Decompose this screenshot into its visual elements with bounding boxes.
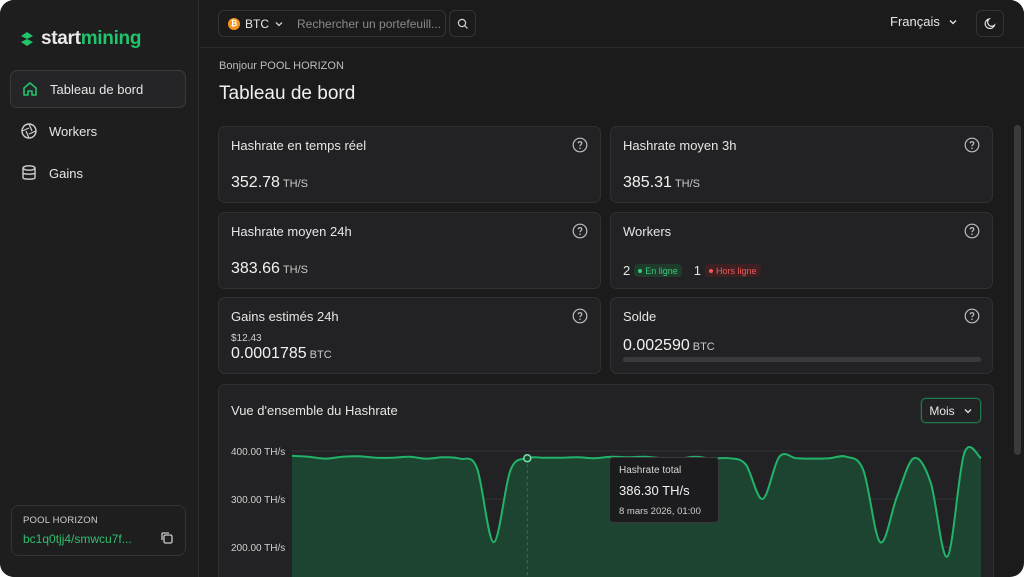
theme-toggle-button[interactable] [976, 10, 1004, 37]
help-icon[interactable] [964, 137, 980, 153]
coin-selector[interactable]: ₿ BTC [218, 10, 292, 37]
language-selector[interactable]: Français [890, 14, 958, 29]
sidebar-item-label: Tableau de bord [50, 81, 144, 97]
help-icon[interactable] [572, 308, 588, 324]
series-line [291, 446, 982, 558]
brand-name: startmining [41, 28, 142, 49]
search-icon [457, 18, 468, 29]
y-tick-label: 300.00 TH/s [231, 495, 285, 506]
greeting: Bonjour POOL HORIZON [219, 60, 344, 72]
home-icon [23, 82, 37, 96]
chevron-down-icon [275, 21, 283, 26]
chart-title: Vue d'ensemble du Hashrate [231, 403, 398, 418]
brand-logo[interactable]: startmining [17, 28, 141, 50]
earnings-usd: $12.43 [231, 333, 262, 344]
y-tick-label: 400.00 TH/s [231, 447, 285, 458]
copy-icon[interactable] [160, 531, 174, 545]
card-value: 385.31 TH/S [623, 174, 700, 191]
coin-label: BTC [245, 16, 269, 31]
sidebar-item-tableau-de-bord[interactable]: Tableau de bord [10, 70, 186, 108]
page-scrollbar[interactable] [1014, 125, 1021, 455]
card-value: 0.0001785 BTC [231, 345, 332, 362]
online-dot-icon [638, 268, 643, 273]
bitcoin-icon: ₿ [228, 17, 240, 30]
card-hashrate-3h: Hashrate moyen 3h 385.31 TH/S [610, 126, 993, 203]
card-estimated-earnings: Gains estimés 24h $12.43 0.0001785 BTC [218, 297, 601, 374]
card-title: Solde [623, 309, 657, 324]
sidebar: startmining Tableau de bord Workers Gain… [0, 0, 199, 577]
chart-tooltip: Hashrate total 386.30 TH/s 8 mars 2026, … [609, 457, 719, 523]
tooltip-label: Hashrate total [619, 465, 682, 476]
card-value: 383.66 TH/S [231, 260, 308, 277]
help-icon[interactable] [572, 137, 588, 153]
page-title: Tableau de bord [219, 83, 356, 104]
help-icon[interactable] [572, 223, 588, 239]
offline-dot-icon [709, 268, 713, 273]
card-value: 0.002590 BTC [623, 337, 715, 354]
sidebar-item-gains[interactable]: Gains [10, 154, 186, 192]
period-label: Mois [929, 403, 955, 418]
sidebar-item-label: Gains [49, 165, 83, 181]
offline-count: 1 [693, 263, 701, 278]
chevron-down-icon [949, 19, 957, 24]
card-title: Gains estimés 24h [231, 309, 339, 324]
tooltip-value: 386.30 TH/s [619, 483, 690, 498]
startmining-logo-icon [21, 32, 33, 46]
wallet-address[interactable]: bc1q0tjj4/smwcu7f... [23, 532, 132, 546]
card-realtime-hashrate: Hashrate en temps réel 352.78 TH/S [218, 126, 601, 203]
y-tick-label: 200.00 TH/s [231, 543, 285, 554]
card-workers: Workers 2 En ligne 1 Hors ligne [610, 212, 993, 289]
card-title: Workers [623, 224, 672, 239]
workers-status: 2 En ligne 1 Hors ligne [623, 263, 773, 278]
online-count: 2 [623, 263, 631, 278]
card-title: Hashrate moyen 24h [231, 224, 352, 239]
balance-progress-bar [623, 357, 981, 362]
wallet-search-input[interactable] [291, 10, 446, 37]
period-selector[interactable]: Mois [921, 398, 981, 423]
sidebar-nav: Tableau de bord Workers Gains [10, 70, 186, 196]
sidebar-item-workers[interactable]: Workers [10, 112, 186, 150]
hover-point[interactable] [523, 453, 532, 463]
card-title: Hashrate moyen 3h [623, 138, 737, 153]
sidebar-item-label: Workers [49, 123, 98, 139]
online-badge[interactable]: En ligne [634, 264, 682, 277]
account-box: POOL HORIZON bc1q0tjj4/smwcu7f... [11, 505, 186, 556]
database-icon [22, 165, 36, 180]
card-balance: Solde 0.002590 BTC [610, 297, 993, 374]
card-title: Hashrate en temps réel [231, 138, 367, 153]
card-value: 352.78 TH/S [231, 174, 308, 191]
search-button[interactable] [449, 10, 476, 37]
card-hashrate-24h: Hashrate moyen 24h 383.66 TH/S [218, 212, 601, 289]
help-icon[interactable] [964, 308, 980, 324]
chevron-down-icon [964, 408, 972, 413]
top-bar: ₿ BTC Français [200, 0, 1024, 48]
account-name: POOL HORIZON [23, 515, 98, 526]
hashrate-chart-card: 400.00 TH/s 300.00 TH/s 200.00 TH/s Vue d'… [218, 384, 994, 577]
tooltip-date: 8 mars 2026, 01:00 [619, 506, 701, 517]
offline-badge[interactable]: Hors ligne [705, 264, 761, 277]
aperture-icon [21, 123, 37, 139]
moon-icon [984, 17, 996, 30]
help-icon[interactable] [964, 223, 980, 239]
language-label: Français [890, 14, 940, 29]
